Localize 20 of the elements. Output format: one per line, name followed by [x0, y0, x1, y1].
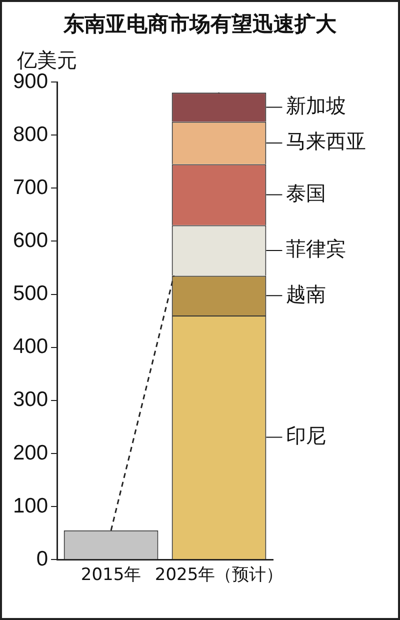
y-axis-title: 亿美元	[16, 48, 78, 72]
series-label: 菲律宾	[286, 236, 346, 261]
x-tick-label: 2025年（预计）	[154, 565, 284, 586]
y-tick-label: 400	[12, 335, 48, 358]
chart-title: 东南亚电商市场有望迅速扩大	[62, 11, 338, 38]
y-tick-label: 300	[12, 388, 48, 412]
series-label: 新加坡	[286, 93, 346, 118]
y-tick-label: 0	[36, 547, 48, 570]
y-tick-label: 700	[12, 176, 48, 199]
y-tick-label: 100	[12, 494, 48, 518]
y-tick-label: 600	[12, 228, 48, 252]
y-tick-label: 500	[12, 282, 48, 306]
y-tick-label: 200	[12, 441, 48, 464]
series-label: 马来西亚	[286, 129, 366, 154]
x-tick-label: 2015年	[80, 565, 142, 586]
series-label: 泰国	[286, 180, 326, 205]
series-label: 印尼	[286, 424, 326, 448]
series-label: 越南	[286, 282, 326, 306]
y-tick-label: 900	[12, 70, 48, 93]
y-tick-label: 800	[12, 122, 48, 146]
